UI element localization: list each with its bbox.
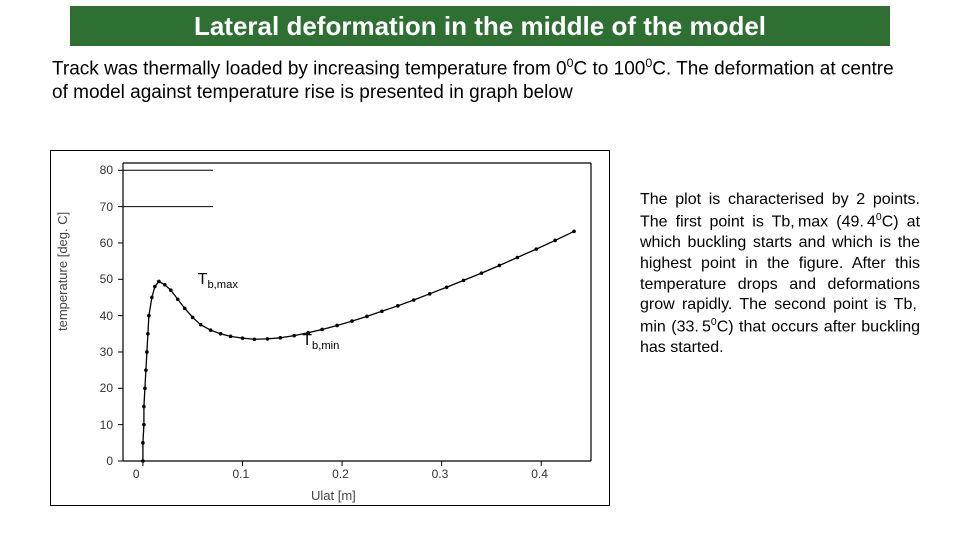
y-axis-label: temperature [deg. C] [55, 212, 70, 331]
y-tick-label: 20 [100, 381, 113, 395]
y-tick-label: 30 [100, 345, 113, 359]
y-tick-label: 70 [100, 200, 113, 214]
y-tick-label: 10 [100, 418, 113, 432]
page-title: Lateral deformation in the middle of the… [194, 11, 766, 42]
x-tick-label: 0 [133, 467, 140, 481]
x-tick-label: 0.2 [332, 467, 349, 481]
x-tick-label: 0.1 [232, 467, 249, 481]
intro-text: Track was thermally loaded by increasing… [52, 56, 912, 105]
buckling-chart: temperature [deg. C] Ulat [m] 0 10 20 30 40 5… [50, 150, 610, 506]
x-axis-label: Ulat [m] [311, 488, 356, 503]
y-tick-label: 0 [106, 454, 113, 468]
chart-svg [51, 151, 611, 507]
x-tick-label: 0.3 [432, 467, 449, 481]
y-tick-label: 60 [100, 236, 113, 250]
x-tick-label: 0.4 [531, 467, 548, 481]
chart-annotation: Tb,min [302, 332, 339, 352]
title-bar: Lateral deformation in the middle of the… [70, 6, 890, 46]
side-description: The plot is characterised by 2 points. T… [640, 190, 920, 359]
chart-annotation: Tb,max [198, 271, 238, 291]
y-tick-label: 50 [100, 272, 113, 286]
y-tick-label: 40 [100, 309, 113, 323]
y-tick-label: 80 [100, 163, 113, 177]
